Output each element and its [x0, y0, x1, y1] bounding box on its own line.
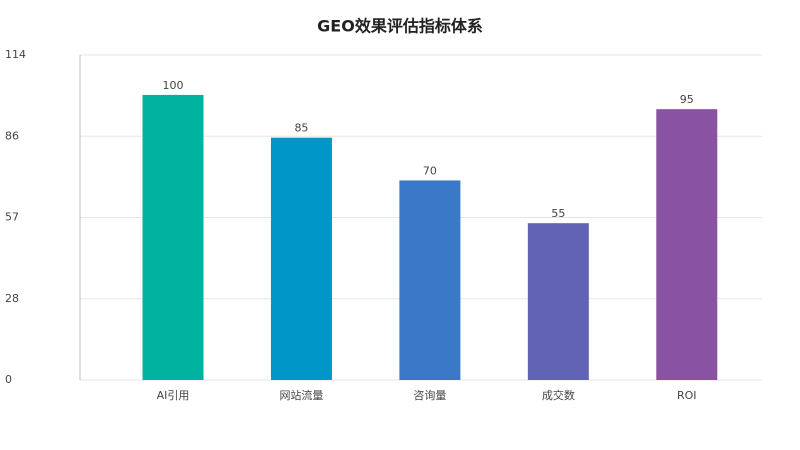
y-tick-label: 0: [5, 373, 12, 386]
bar: [656, 109, 718, 381]
bar: [527, 223, 589, 380]
value-label: 95: [680, 93, 694, 106]
value-label: 85: [294, 122, 308, 135]
x-tick-label: AI引用: [157, 388, 190, 402]
x-tick-label: 成交数: [542, 388, 575, 402]
chart-title: GEO效果评估指标体系: [317, 17, 483, 36]
bar: [142, 94, 204, 380]
bar: [270, 137, 332, 380]
value-label: 70: [423, 164, 437, 177]
value-label: 55: [551, 207, 565, 220]
y-tick-label: 86: [5, 129, 19, 142]
x-tick-label: 网站流量: [279, 388, 323, 402]
bar: [399, 180, 461, 380]
x-tick-label: 咨询量: [413, 388, 446, 402]
value-label: 100: [163, 79, 184, 92]
x-tick-label: ROI: [677, 389, 697, 402]
y-tick-label: 57: [5, 211, 19, 224]
y-tick-label: 28: [5, 292, 19, 305]
y-tick-label: 114: [5, 48, 26, 61]
